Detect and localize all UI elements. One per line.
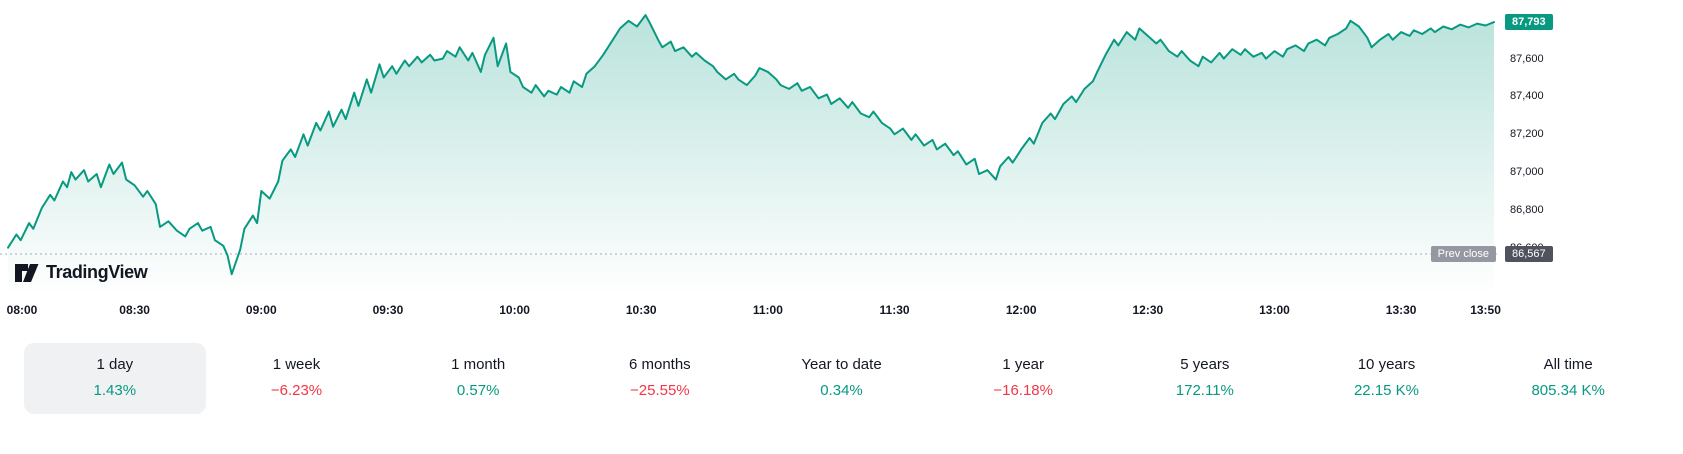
range-label: Year to date	[801, 356, 882, 373]
price-axis-label: 87,200	[1510, 128, 1544, 141]
price-line	[7, 14, 1495, 276]
range-button-10-years[interactable]: 10 years 22.15 K%	[1296, 343, 1478, 414]
range-label: 10 years	[1357, 356, 1416, 373]
range-change: 22.15 K%	[1353, 382, 1420, 399]
prev-close-label-badge: Prev close	[1430, 245, 1496, 262]
range-button-1-day[interactable]: 1 day 1.43%	[24, 343, 206, 414]
range-button-all-time[interactable]: All time 805.34 K%	[1477, 343, 1659, 414]
price-axis-label: 87,000	[1510, 166, 1544, 179]
time-axis-label: 12:00	[1005, 303, 1037, 317]
time-axis-label: 10:30	[625, 303, 657, 317]
time-axis[interactable]: 08:00 08:30 09:00 09:30 10:00 10:30 11:00 11:30…	[0, 295, 1501, 325]
range-label: 1 day	[96, 356, 134, 373]
range-change: 0.34%	[820, 382, 863, 399]
price-axis-label: 86,800	[1510, 203, 1544, 216]
time-axis-label: 08:30	[119, 303, 150, 317]
time-axis-label: 13:30	[1385, 303, 1417, 317]
range-selector: 1 day 1.43% 1 week −6.23% 1 month 0.57% …	[24, 343, 1659, 414]
tradingview-logo-text: TradingView	[46, 262, 148, 282]
chart-region: Prev close TradingView 87,793 86,567 87,…	[0, 0, 1683, 295]
range-button-year-to-date[interactable]: Year to date 0.34%	[751, 343, 933, 414]
price-chart-plot[interactable]: Prev close TradingView	[0, 0, 1500, 295]
time-axis-label: 11:00	[752, 303, 783, 317]
time-axis-label: 09:30	[372, 303, 404, 317]
area-chart	[0, 14, 1500, 295]
range-button-6-months[interactable]: 6 months −25.55%	[569, 343, 751, 414]
range-change: −25.55%	[630, 382, 690, 399]
range-change: −16.18%	[993, 382, 1053, 399]
price-axis-label: 87,600	[1510, 52, 1544, 65]
time-axis-label: 09:00	[245, 303, 277, 317]
time-axis-label: 13:00	[1259, 303, 1290, 317]
range-button-1-year[interactable]: 1 year −16.18%	[932, 343, 1114, 414]
range-change: −6.23%	[270, 382, 323, 399]
time-axis-label: 10:00	[499, 303, 530, 317]
time-axis-label: 11:30	[879, 303, 910, 317]
price-axis-label: 87,400	[1510, 90, 1544, 103]
range-label: 6 months	[628, 356, 691, 373]
range-button-1-month[interactable]: 1 month 0.57%	[387, 343, 569, 414]
range-label: 1 week	[272, 356, 321, 373]
range-change: 1.43%	[93, 382, 137, 399]
time-axis-label: 13:50	[1470, 303, 1501, 317]
time-axis-label: 12:30	[1132, 303, 1164, 317]
price-axis[interactable]: 87,793 86,567 87,600 87,400 87,200 87,000 86…	[1500, 0, 1683, 295]
range-label: 1 month	[451, 356, 506, 373]
range-label: 1 year	[1002, 356, 1045, 373]
range-label: All time	[1543, 356, 1593, 373]
prev-close-value-badge: 86,567	[1505, 245, 1553, 262]
range-change: 805.34 K%	[1531, 382, 1605, 399]
range-change: 172.11%	[1175, 382, 1234, 399]
range-button-1-week[interactable]: 1 week −6.23%	[206, 343, 388, 414]
range-button-5-years[interactable]: 5 years 172.11%	[1114, 343, 1296, 414]
range-change: 0.57%	[456, 382, 500, 399]
time-axis-label: 08:00	[6, 303, 38, 317]
tradingview-logo[interactable]: TradingView	[14, 262, 148, 283]
range-label: 5 years	[1180, 356, 1230, 373]
tradingview-logo-icon	[15, 263, 39, 282]
current-price-badge: 87,793	[1505, 14, 1553, 31]
area-fill	[8, 15, 1494, 295]
